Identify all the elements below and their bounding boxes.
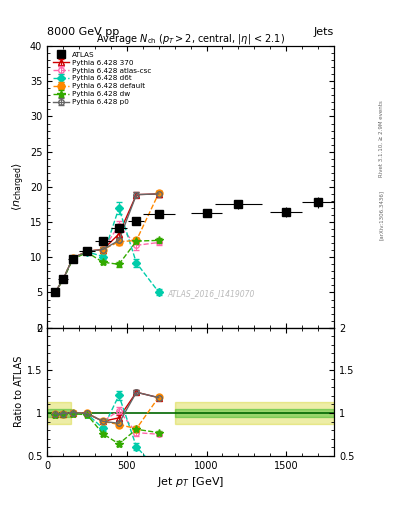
Legend: ATLAS, Pythia 6.428 370, Pythia 6.428 atlas-csc, Pythia 6.428 d6t, Pythia 6.428 : ATLAS, Pythia 6.428 370, Pythia 6.428 at…: [51, 50, 153, 107]
X-axis label: Jet $p_T$ [GeV]: Jet $p_T$ [GeV]: [157, 475, 224, 489]
Text: 8000 GeV pp: 8000 GeV pp: [47, 27, 119, 37]
Y-axis label: $\langle n_{\rm charged} \rangle$: $\langle n_{\rm charged} \rangle$: [11, 162, 27, 211]
Text: Rivet 3.1.10, ≥ 2.9M events: Rivet 3.1.10, ≥ 2.9M events: [379, 100, 384, 177]
Bar: [174, 402, 334, 424]
Bar: [47, 409, 71, 417]
Title: Average $N_{\rm ch}$ ($p_T$$>$2, central, $|\eta|$ < 2.1): Average $N_{\rm ch}$ ($p_T$$>$2, central…: [96, 32, 285, 46]
Text: Jets: Jets: [314, 27, 334, 37]
Bar: [174, 409, 334, 417]
Bar: [47, 402, 71, 424]
Text: ATLAS_2016_I1419070: ATLAS_2016_I1419070: [167, 289, 254, 298]
Text: [arXiv:1306.3436]: [arXiv:1306.3436]: [379, 190, 384, 240]
Y-axis label: Ratio to ATLAS: Ratio to ATLAS: [14, 356, 24, 428]
